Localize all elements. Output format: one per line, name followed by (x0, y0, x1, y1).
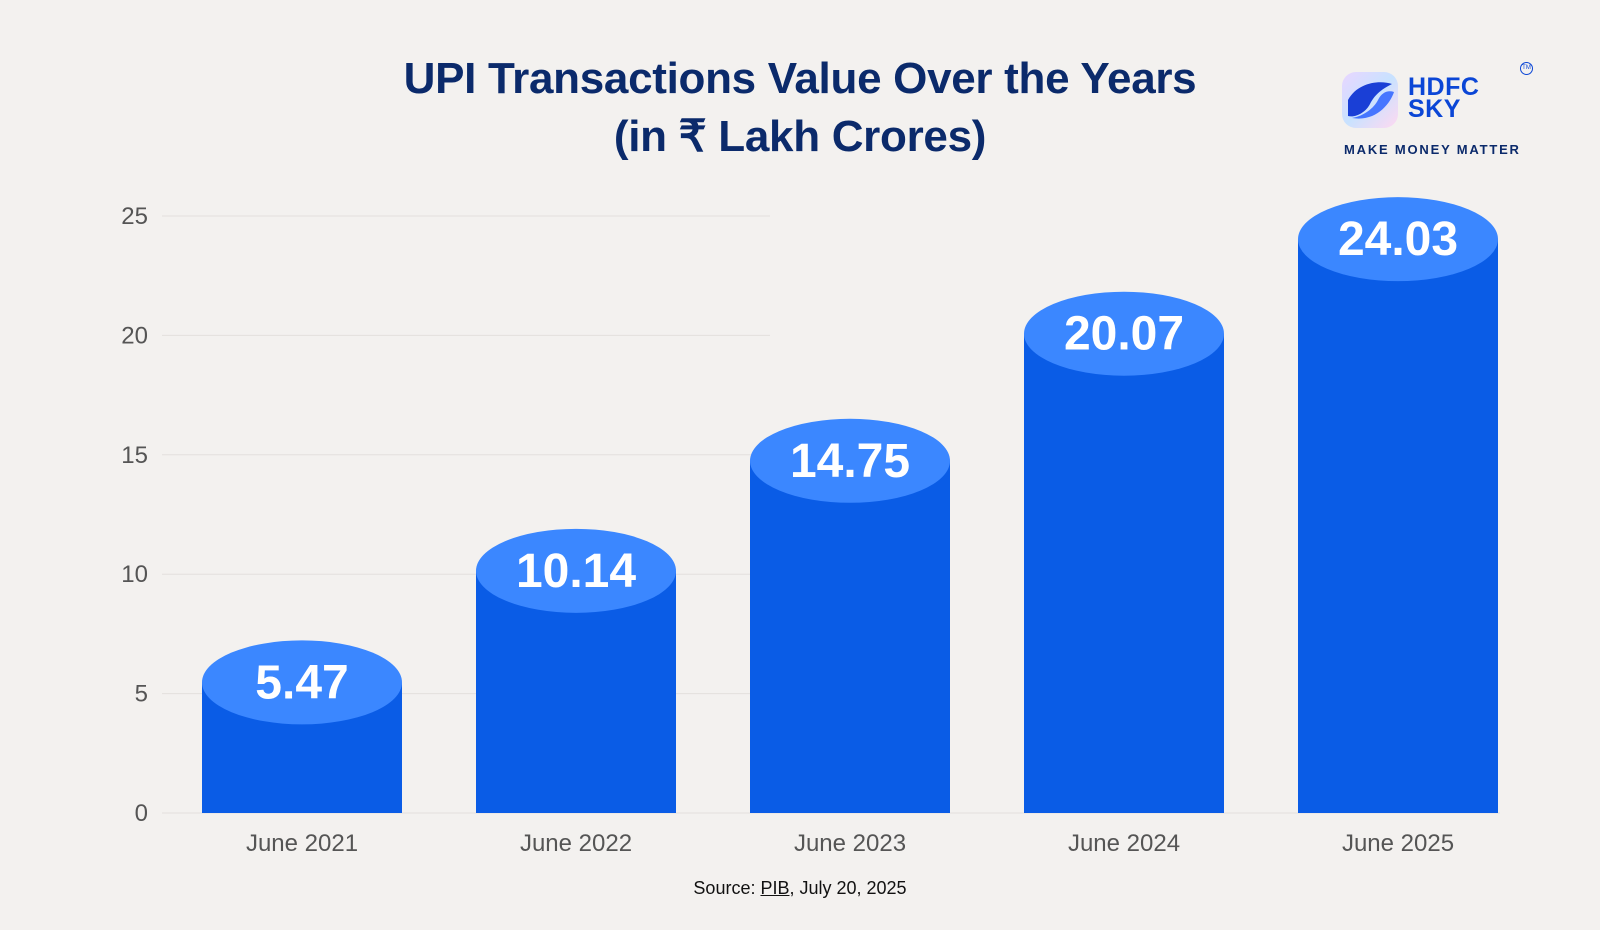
bar-cap (750, 418, 950, 503)
bar-cap (476, 528, 676, 613)
x-tick-label: June 2025 (1342, 830, 1454, 857)
bar-cap (202, 640, 402, 725)
bar (1298, 239, 1498, 814)
data-label: 20.07 (1064, 308, 1184, 361)
source-suffix: , July 20, 2025 (789, 878, 907, 898)
data-label: 24.03 (1338, 213, 1458, 266)
bar (750, 460, 950, 813)
trademark-mark: TM (1520, 62, 1533, 75)
logo-tagline: MAKE MONEY MATTER (1344, 142, 1521, 157)
logo-wordmark: HDFC SKY (1408, 73, 1480, 123)
data-label: 10.14 (516, 545, 636, 598)
y-tick-label: 25 (121, 203, 148, 230)
chart-title-line1: UPI Transactions Value Over the Years (403, 54, 1197, 103)
brand-logo: HDFC SKY TM MAKE MONEY MATTER (1340, 62, 1540, 162)
y-tick-label: 0 (135, 800, 148, 827)
y-tick-label: 10 (121, 561, 148, 588)
logo-line2: SKY (1408, 95, 1461, 123)
x-tick-label: June 2024 (1068, 830, 1180, 857)
x-tick-label: June 2022 (520, 830, 632, 857)
chart-title-line2: (in ₹ Lakh Crores) (613, 112, 987, 161)
chart-title: UPI Transactions Value Over the Years (i… (0, 50, 1600, 166)
source-prefix: Source: (693, 878, 761, 898)
x-tick-label: June 2023 (794, 830, 906, 857)
source-link[interactable]: PIB (760, 878, 790, 898)
source-note: Source: PIB, July 20, 2025 (0, 878, 1600, 899)
bar-cap (1024, 291, 1224, 376)
bar (1024, 333, 1224, 813)
y-tick-label: 20 (121, 322, 148, 349)
data-label: 14.75 (790, 435, 910, 488)
x-tick-label: June 2021 (246, 830, 358, 857)
logo-line1: HDFC (1408, 73, 1480, 101)
y-tick-label: 15 (121, 442, 148, 469)
hdfc-sky-logo-icon (1342, 72, 1398, 128)
y-tick-label: 5 (135, 681, 148, 708)
data-label: 5.47 (255, 656, 348, 709)
bar-cap (1298, 197, 1498, 282)
